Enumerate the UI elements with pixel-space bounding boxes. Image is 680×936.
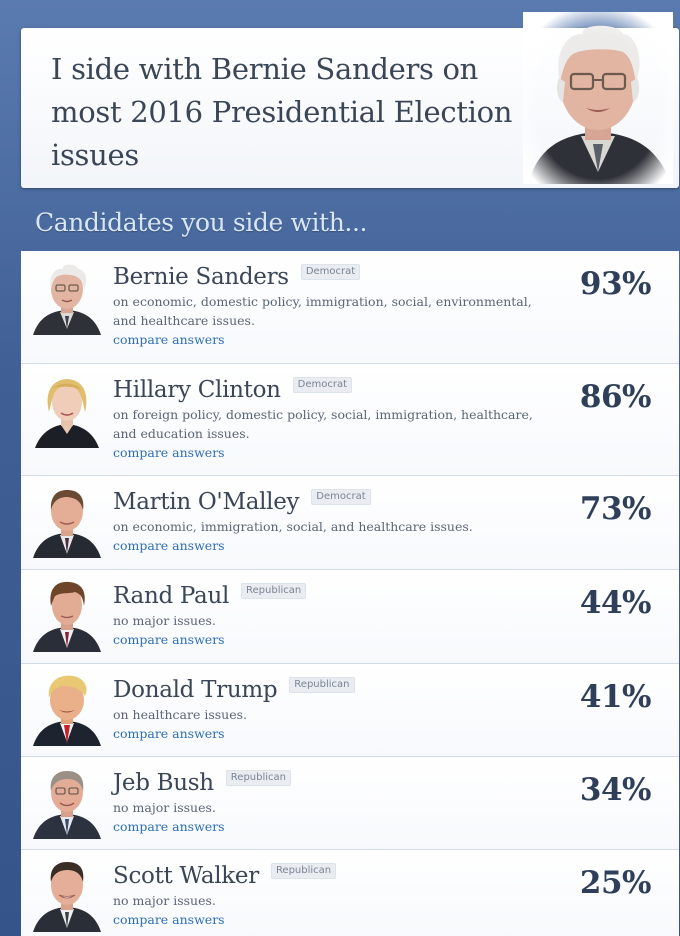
match-percentage: 44% bbox=[579, 585, 652, 621]
candidate-row-donald-trump: Donald Trump Republican on healthcare iss… bbox=[21, 664, 679, 757]
compare-answers-link[interactable]: compare answers bbox=[113, 632, 225, 647]
match-percentage: 41% bbox=[579, 679, 652, 715]
match-percentage: 25% bbox=[579, 865, 652, 901]
compare-answers-link[interactable]: compare answers bbox=[113, 912, 225, 927]
candidate-issues: no major issues. bbox=[113, 800, 216, 815]
candidate-name: Donald Trump Republican bbox=[113, 677, 355, 703]
candidate-name: Jeb Bush Republican bbox=[113, 770, 292, 796]
candidate-name: Bernie Sanders Democrat bbox=[113, 264, 361, 290]
party-badge: Republican bbox=[241, 583, 307, 599]
candidate-row-jeb-bush: Jeb Bush Republican no major issues. comp… bbox=[21, 757, 679, 850]
candidate-row-rand-paul: Rand Paul Republican no major issues. com… bbox=[21, 570, 679, 664]
candidate-name: Scott Walker Republican bbox=[113, 863, 337, 889]
compare-answers-link[interactable]: compare answers bbox=[113, 332, 225, 347]
candidate-name: Martin O'Malley Democrat bbox=[113, 489, 371, 515]
candidate-row-scott-walker: Scott Walker Republican no major issues. … bbox=[21, 850, 679, 936]
party-badge: Republican bbox=[270, 863, 337, 879]
rand-paul-avatar-icon bbox=[33, 581, 101, 652]
party-badge: Democrat bbox=[300, 264, 361, 280]
martin-omalley-avatar-icon bbox=[33, 490, 101, 558]
candidate-row-bernie-sanders: Bernie Sanders Democrat on economic, dome… bbox=[21, 251, 679, 364]
candidate-list: Bernie Sanders Democrat on economic, dome… bbox=[21, 251, 679, 936]
match-percentage: 34% bbox=[579, 772, 652, 808]
candidate-issues: no major issues. bbox=[113, 893, 216, 908]
bernie-sanders-portrait-icon bbox=[523, 12, 673, 184]
candidate-issues: on healthcare issues. bbox=[113, 707, 247, 722]
party-badge: Democrat bbox=[311, 489, 371, 505]
jeb-bush-avatar-icon bbox=[33, 771, 101, 839]
scott-walker-avatar-icon bbox=[33, 862, 101, 932]
section-heading: Candidates you side with... bbox=[35, 208, 368, 237]
donald-trump-avatar-icon bbox=[33, 675, 101, 746]
candidate-row-hillary-clinton: Hillary Clinton Democrat on foreign polic… bbox=[21, 364, 679, 476]
candidate-issues: on foreign policy, domestic policy, soci… bbox=[113, 407, 533, 441]
candidate-row-martin-omalley: Martin O'Malley Democrat on economic, imm… bbox=[21, 476, 679, 570]
hero-title: I side with Bernie Sanders on most 2016 … bbox=[51, 52, 513, 172]
compare-answers-link[interactable]: compare answers bbox=[113, 538, 225, 553]
candidate-issues: no major issues. bbox=[113, 613, 216, 628]
bernie-sanders-avatar-icon bbox=[33, 264, 101, 335]
party-badge: Republican bbox=[225, 770, 292, 786]
hillary-clinton-avatar-icon bbox=[35, 379, 99, 448]
result-hero-card: I side with Bernie Sanders on most 2016 … bbox=[21, 12, 679, 188]
candidate-issues: on economic, domestic policy, immigratio… bbox=[113, 294, 532, 328]
compare-answers-link[interactable]: compare answers bbox=[113, 819, 225, 834]
match-percentage: 86% bbox=[579, 379, 652, 415]
party-badge: Republican bbox=[289, 677, 355, 693]
party-badge: Democrat bbox=[292, 377, 353, 393]
candidate-issues: on economic, immigration, social, and he… bbox=[113, 519, 473, 534]
candidate-name: Rand Paul Republican bbox=[113, 583, 307, 609]
candidate-name: Hillary Clinton Democrat bbox=[113, 377, 353, 403]
match-percentage: 93% bbox=[579, 266, 652, 302]
compare-answers-link[interactable]: compare answers bbox=[113, 445, 225, 460]
compare-answers-link[interactable]: compare answers bbox=[113, 726, 225, 741]
match-percentage: 73% bbox=[579, 491, 652, 527]
